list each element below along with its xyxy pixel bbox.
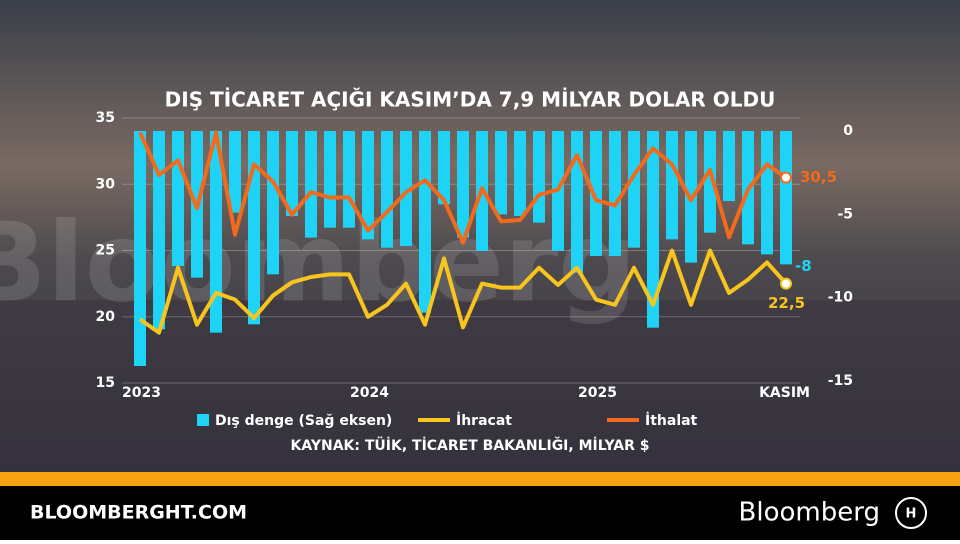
bar [381,131,393,248]
watermark: Bloomberg [0,198,637,326]
footer-site: BLOOMBERGHT.COM [30,502,247,524]
bar [134,131,146,366]
bar [666,131,678,240]
bar [229,131,241,213]
y-tick-label: 15 [96,375,115,391]
bar [590,131,602,256]
chart-title: DIŞ TİCARET AÇIĞI KASIM’DA 7,9 MİLYAR DO… [165,88,776,112]
bar [419,131,431,313]
bar [153,131,165,330]
footer-bar [0,486,960,540]
x-tick-label: 2025 [578,385,617,401]
bar [267,131,279,275]
bar [457,131,469,238]
y-tick-label: 35 [96,110,115,126]
bar [571,131,583,273]
y-tick-label: 20 [96,309,116,325]
end-marker [780,171,792,184]
bar [438,131,450,205]
bar [343,131,355,228]
end-marker [780,277,792,290]
line [138,248,788,335]
y-tick-label: 30 [96,176,116,192]
legend-label: Dış denge (Sağ eksen) [215,413,392,429]
brand-logo-mark: H [906,507,917,522]
bar [647,131,659,328]
y-tick-label: 25 [96,243,115,259]
accent-band [0,472,960,486]
bar [248,131,260,325]
bar [514,131,526,216]
line [138,130,788,245]
value-label: -8 [795,257,812,275]
bar [780,131,792,265]
bar [305,131,317,238]
bar [533,131,545,223]
legend-label: İhracat [456,412,512,429]
brand-logo [895,497,927,529]
y2-tick-label: -10 [828,290,854,306]
bar [324,131,336,228]
x-tick-label: KASIM [759,385,810,401]
bar [761,131,773,255]
legend-swatch [197,414,209,426]
bar [172,131,184,266]
y2-tick-label: -5 [837,206,853,222]
bar [400,131,412,246]
y2-tick-label: 0 [843,123,853,139]
value-label: 30,5 [800,168,837,186]
footer-brand: Bloomberg [739,498,880,528]
bar [628,131,640,248]
y2-tick-label: -15 [828,373,853,389]
bar [286,131,298,216]
bar [609,131,621,256]
bar [210,131,222,333]
bar [723,131,735,201]
x-tick-label: 2024 [350,385,389,401]
value-label: 22,5 [768,294,805,312]
bar [362,131,374,240]
source: KAYNAK: TÜİK, TİCARET BAKANLIĞI, MİLYAR … [291,436,650,454]
x-tick-label: 2023 [122,385,161,401]
legend-label: İthalat [645,412,698,429]
bar [495,131,507,215]
bar [704,131,716,233]
